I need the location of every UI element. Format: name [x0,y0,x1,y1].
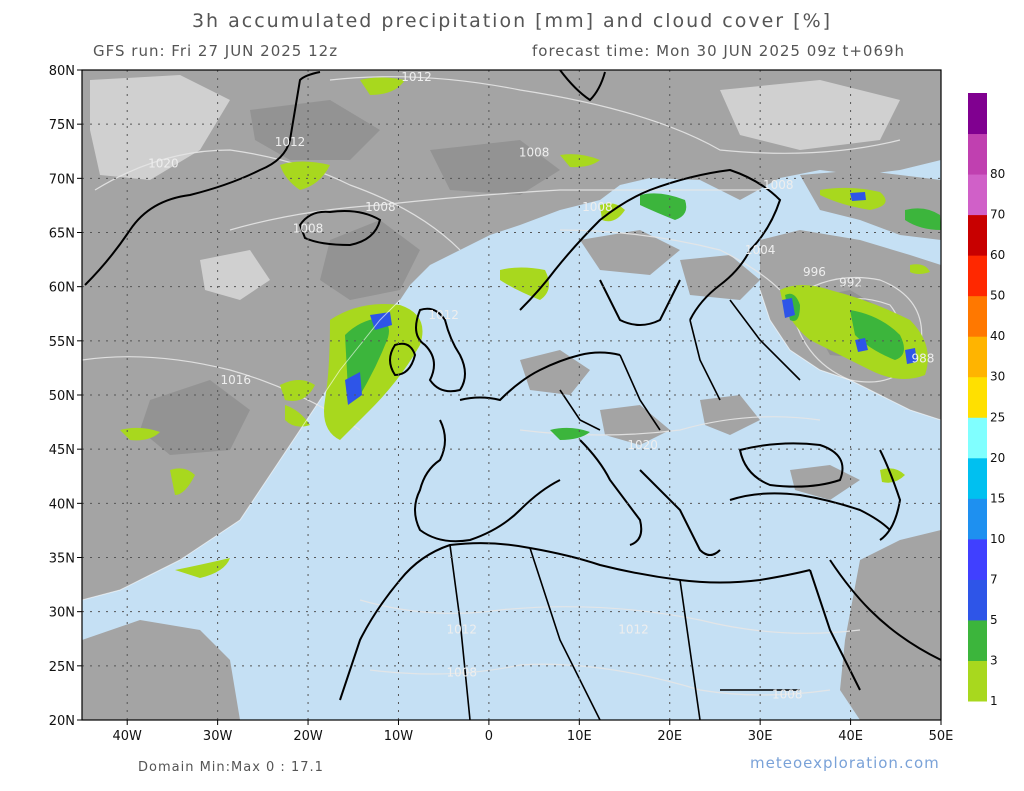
colorbar-label: 80 [990,167,1005,181]
lat-tick-label: 70N [49,172,75,187]
colorbar-label: 5 [990,613,998,627]
isobar-label: 1020 [148,157,179,171]
lat-tick-label: 35N [49,552,75,567]
colorbar-segment [968,174,987,216]
cloud-edge-highlights [82,289,941,601]
lat-tick-label: 20N [49,714,75,729]
colorbar-label: 3 [990,653,998,667]
isobar-label: 1008 [293,222,324,236]
colorbar-segment [968,619,987,661]
colorbar-label: 25 [990,410,1005,424]
colorbar-label: 50 [990,289,1005,303]
coastlines [84,70,941,720]
isobar-labels: 1012 1012 1020 1008 1008 1008 1008 1008 1004 996 9… [148,70,934,701]
colorbar-segment [968,660,987,702]
longitude-axis: 40W 30W 20W 10W 0 10E 20E 30E 40E 50E [113,720,954,744]
colorbar-segment [968,417,987,459]
isobar-label: 1012 [446,622,477,636]
colorbar-segment [968,214,987,256]
colorbar-segment [968,336,987,378]
isobar-label: 988 [911,352,934,366]
lat-tick-label: 60N [49,281,75,296]
lat-tick-label: 75N [49,118,75,133]
colorbar-label: 15 [990,491,1005,505]
isobar-label: 1008 [519,146,550,160]
lon-tick-label: 10W [384,729,414,744]
colorbar-label: 60 [990,248,1005,262]
lon-tick-label: 20W [293,729,323,744]
lon-tick-label: 30W [203,729,233,744]
lat-tick-label: 45N [49,443,75,458]
colorbar-segment [968,498,987,540]
isobar-label: 1008 [365,200,396,214]
forecast-time-label: forecast time: Mon 30 JUN 2025 09z t+069… [532,42,906,60]
isobar-label: 1012 [618,622,649,636]
lon-tick-label: 20E [657,729,682,744]
colorbar-segment [968,93,987,135]
lon-tick-label: 40W [113,729,143,744]
isobar-label: 1008 [446,666,477,680]
isobar-label: 1020 [627,438,658,452]
isobar-label: 1012 [401,70,432,84]
colorbar-segment [968,457,987,499]
colorbar-label: 20 [990,451,1005,465]
colorbar-segment [968,579,987,621]
isobar-label: 1008 [582,200,613,214]
isobar-lines [82,76,923,696]
colorbar-segment [968,376,987,418]
isobar-label: 1012 [275,135,306,149]
colorbar-segment [968,295,987,337]
colorbar-segment [968,538,987,580]
latitude-axis: 80N 75N 70N 65N 60N 55N 50N 45N 40N 35N 30N 25N 20N [49,64,82,729]
domain-min-max: Domain Min:Max 0 : 17.1 [138,760,324,775]
isobar-label: 1016 [220,373,251,387]
isobar-label: 1008 [763,178,794,192]
colorbar-legend: 1 3 5 7 10 15 20 25 30 40 50 60 70 80 [968,93,1005,708]
colorbar-segment [968,255,987,297]
isobar-label: 1004 [745,243,776,257]
colorbar-label: 30 [990,370,1005,384]
colorbar-label: 1 [990,694,998,708]
colorbar-label: 7 [990,572,998,586]
precipitation-layer [120,77,941,578]
lon-tick-label: 50E [929,729,954,744]
isobar-label: 992 [839,276,862,290]
gfs-run-label: GFS run: Fri 27 JUN 2025 12z [93,42,339,60]
colorbar-label: 10 [990,532,1005,546]
cloud-dense-layer [140,100,900,455]
isobar-label: 996 [803,265,826,279]
lon-tick-label: 40E [838,729,863,744]
isobar-label: 1012 [428,308,459,322]
lon-tick-label: 0 [485,729,493,744]
brand-link[interactable]: meteoexploration.com [750,754,940,772]
lat-tick-label: 65N [49,227,75,242]
lon-tick-label: 10E [567,729,592,744]
colorbar-label: 40 [990,329,1005,343]
colorbar-segment [968,133,987,175]
colorbar-label: 70 [990,208,1005,222]
lat-tick-label: 50N [49,389,75,404]
lat-tick-label: 80N [49,64,75,79]
lat-tick-label: 55N [49,335,75,350]
lat-tick-label: 40N [49,497,75,512]
lon-tick-label: 30E [748,729,773,744]
lat-tick-label: 25N [49,660,75,675]
isobar-label: 1008 [772,687,803,701]
lat-tick-label: 30N [49,606,75,621]
map-title: 3h accumulated precipitation [mm] and cl… [191,10,833,32]
